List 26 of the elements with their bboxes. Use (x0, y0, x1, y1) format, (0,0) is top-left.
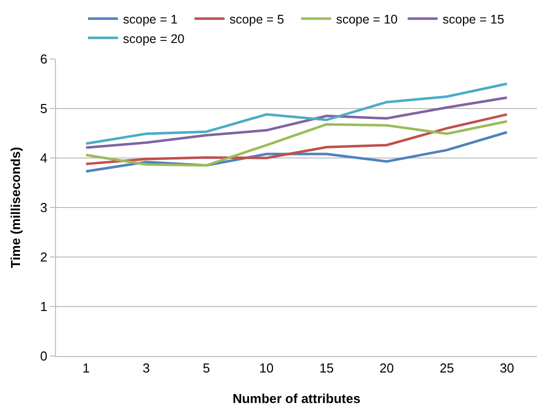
line-series (84, 120, 508, 167)
x-tick-label: 20 (379, 360, 394, 376)
legend-label: scope = 1 (123, 12, 178, 27)
x-tick-label: 10 (259, 360, 274, 376)
x-axis-title: Number of attributes (232, 391, 360, 406)
legend-label: scope = 5 (230, 12, 284, 27)
y-tick-label: 2 (40, 250, 48, 265)
x-tick-label: 30 (500, 360, 514, 376)
y-axis-title: Time (milliseconds) (8, 146, 23, 268)
x-tick-label: 15 (319, 360, 334, 376)
x-tick-label: 1 (82, 360, 90, 376)
legend-label: scope = 20 (123, 32, 185, 46)
line-series (84, 96, 508, 149)
legend-label: scope = 10 (336, 12, 398, 27)
x-tick-label: 5 (202, 360, 210, 376)
y-tick-label: 0 (40, 348, 48, 364)
y-tick-label: 1 (40, 299, 48, 314)
line-series (84, 82, 508, 145)
y-tick-label: 5 (40, 101, 48, 116)
y-tick-label: 4 (40, 150, 48, 166)
x-tick-label: 3 (142, 360, 150, 376)
legend-label: scope = 15 (442, 12, 504, 27)
y-tick-label: 3 (40, 200, 48, 216)
y-tick-label: 6 (40, 52, 48, 67)
line-series (84, 113, 508, 166)
x-tick-label: 25 (440, 360, 454, 376)
